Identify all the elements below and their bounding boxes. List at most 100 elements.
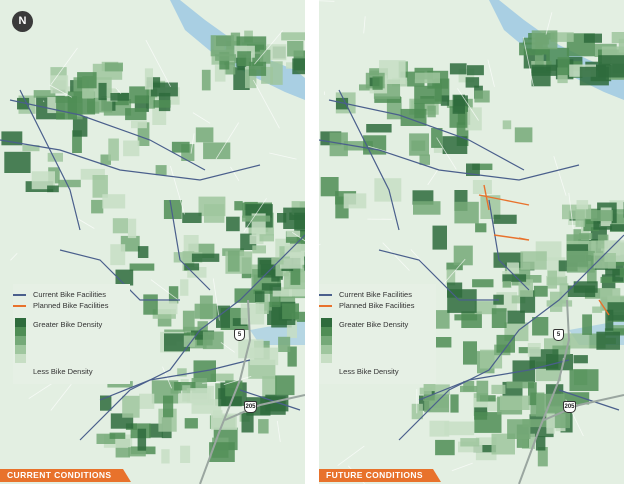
density-block — [596, 331, 620, 350]
street-line — [190, 133, 195, 154]
street-line — [457, 88, 479, 121]
density-block — [419, 154, 430, 165]
density-block — [163, 395, 174, 418]
street-line — [487, 59, 495, 87]
i5-shield-icon: 5 — [553, 329, 564, 341]
density-block — [281, 32, 305, 41]
panel-title-future: FUTURE CONDITIONS — [319, 469, 441, 482]
density-block — [275, 375, 295, 396]
density-block — [567, 285, 596, 297]
density-block — [290, 264, 301, 285]
street-line — [220, 342, 235, 353]
street-line — [276, 420, 281, 443]
density-block — [17, 97, 30, 110]
density-block — [520, 251, 547, 270]
density-block — [146, 77, 161, 88]
density-block — [180, 279, 189, 296]
density-block — [258, 419, 269, 434]
density-block — [92, 175, 108, 198]
density-block — [611, 32, 624, 44]
density-block — [444, 421, 475, 436]
current-bike-facility — [239, 389, 301, 411]
density-block — [535, 436, 546, 451]
density-block — [496, 334, 515, 353]
density-block — [502, 274, 527, 282]
density-block — [559, 283, 569, 304]
density-block — [366, 124, 392, 133]
density-block — [446, 262, 463, 271]
density-block — [372, 76, 383, 90]
map-legend: Current Bike Facilities Planned Bike Fac… — [319, 284, 436, 384]
density-block — [131, 120, 147, 129]
density-block — [282, 303, 299, 320]
density-block — [435, 439, 455, 456]
map-panel-current: N Current Bike Facilities Planned Bike F… — [0, 0, 305, 484]
street-line — [192, 112, 211, 124]
density-block — [287, 346, 297, 367]
density-block — [566, 250, 595, 273]
density-block — [247, 44, 265, 53]
density-block — [573, 355, 588, 364]
density-block — [161, 449, 170, 464]
density-block — [137, 122, 150, 146]
street-line — [545, 12, 553, 35]
density-block — [245, 69, 257, 89]
density-block — [493, 214, 517, 224]
density-block — [183, 335, 195, 347]
density-block — [343, 193, 367, 209]
planned-bike-facility — [478, 194, 530, 206]
density-block — [100, 395, 112, 411]
street-line — [319, 0, 335, 2]
street-line — [43, 100, 45, 103]
street-line — [553, 156, 567, 196]
density-block — [262, 376, 277, 397]
density-ramp — [15, 318, 26, 363]
density-block — [466, 163, 480, 176]
density-block — [72, 130, 82, 153]
density-block — [201, 69, 211, 91]
density-block — [423, 384, 450, 395]
planned-bike-facility — [598, 299, 610, 316]
density-map-future — [319, 0, 624, 484]
density-block — [110, 244, 126, 266]
density-block — [552, 345, 571, 355]
panel-divider — [305, 0, 319, 484]
density-block — [419, 387, 432, 395]
density-block — [47, 185, 59, 193]
density-block — [248, 61, 267, 76]
density-block — [204, 204, 225, 223]
density-block — [584, 288, 613, 299]
north-arrow-icon: N — [12, 11, 33, 32]
density-block — [557, 57, 570, 76]
density-block — [261, 66, 273, 84]
density-block — [610, 224, 624, 232]
street-line — [223, 376, 252, 385]
density-block — [454, 201, 479, 224]
street-line — [215, 122, 240, 160]
current-bike-facility — [398, 234, 624, 441]
density-block — [271, 257, 284, 265]
density-block — [195, 127, 214, 143]
density-block — [182, 251, 195, 271]
density-block — [474, 90, 490, 103]
density-block — [506, 262, 520, 274]
density-block — [232, 318, 248, 326]
street-line — [243, 198, 267, 233]
density-block — [550, 32, 574, 42]
street-line — [50, 383, 72, 411]
density-block — [507, 310, 525, 324]
density-block — [537, 447, 548, 467]
density-block — [286, 230, 301, 237]
density-block — [429, 420, 450, 437]
density-block — [252, 245, 266, 254]
density-block — [194, 303, 218, 319]
density-block — [427, 105, 436, 118]
density-block — [224, 62, 236, 75]
density-block — [618, 38, 624, 53]
density-block — [286, 320, 297, 338]
street-line — [319, 243, 321, 246]
highway-i205 — [224, 394, 305, 421]
density-block — [465, 107, 482, 131]
density-block — [178, 393, 209, 404]
planned-line-swatch — [319, 305, 332, 307]
